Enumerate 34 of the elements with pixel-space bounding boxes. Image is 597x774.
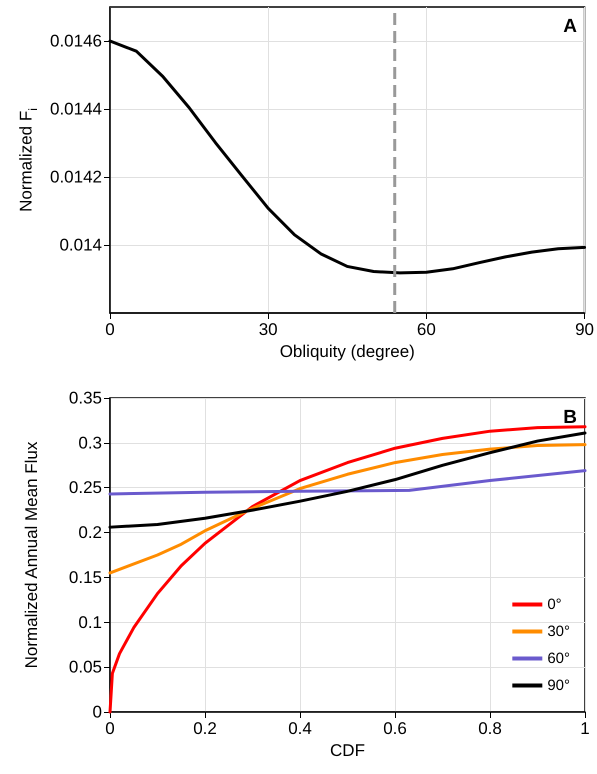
x-tick-label: 0.2 xyxy=(193,719,217,738)
x-tick-label: 90 xyxy=(575,320,594,339)
y-axis-title: Normalized Annual Mean Flux xyxy=(22,441,41,668)
y-tick-label: 0.25 xyxy=(68,478,102,498)
x-tick-label: 0 xyxy=(105,719,115,738)
y-tick-label: 0.1 xyxy=(78,612,102,632)
y-tick-label: 0.014 xyxy=(59,236,102,254)
y-tick-label: 0.05 xyxy=(68,658,102,677)
legend-label: 0° xyxy=(547,596,562,613)
y-tick-label: 0.35 xyxy=(68,388,102,408)
annotation: B xyxy=(563,407,578,428)
x-axis-title: CDF xyxy=(330,741,365,760)
legend-label: 90° xyxy=(547,677,570,694)
x-tick-label: 0 xyxy=(105,320,115,339)
line-series xyxy=(108,443,586,574)
y-tick-label: 0.0146 xyxy=(50,32,102,50)
x-tick-label: 0.8 xyxy=(478,719,502,738)
y-tick-label: 0.3 xyxy=(78,433,102,452)
x-axis-title: Obliquity (degree) xyxy=(280,342,415,361)
annotation: A xyxy=(563,16,578,37)
legend-label: 60° xyxy=(547,650,570,667)
y-tick-label: 0.2 xyxy=(78,523,102,542)
y-tick-label: 0.15 xyxy=(68,568,102,587)
x-tick-label: 30 xyxy=(258,320,278,339)
y-tick-label: 0 xyxy=(92,702,102,722)
y-tick-label: 0.0144 xyxy=(50,100,102,118)
x-tick-label: 60 xyxy=(416,320,436,339)
line-series xyxy=(108,469,586,496)
legend-label: 30° xyxy=(547,623,570,640)
x-tick-label: 0.4 xyxy=(288,719,312,738)
y-axis-title: Normalized Fi xyxy=(16,108,40,212)
x-tick-label: 0.6 xyxy=(383,719,407,738)
y-tick-label: 0.0142 xyxy=(50,168,102,186)
x-tick-label: 1 xyxy=(580,719,590,738)
